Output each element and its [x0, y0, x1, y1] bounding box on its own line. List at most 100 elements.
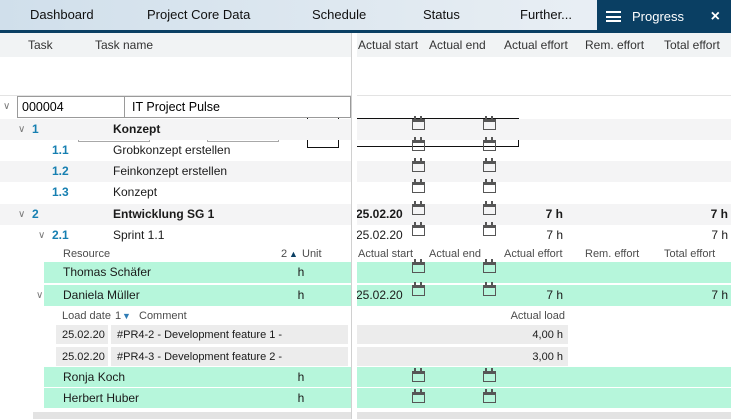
calendar-icon[interactable] [412, 368, 425, 382]
calendar-icon[interactable] [412, 201, 425, 215]
next-row-partial [33, 412, 731, 419]
task-number: 2.1 [52, 228, 69, 242]
project-id-input[interactable] [17, 96, 125, 118]
task-row[interactable]: ∨ 2 Entwicklung SG 1 25.02.20 7 h 7 h [0, 201, 731, 225]
chevron-down-icon[interactable]: ∨ [18, 124, 26, 135]
load-comment: #PR4-3 - Development feature 2 - [111, 347, 348, 366]
task-name: Konzept [113, 185, 158, 199]
resource-row[interactable]: Herbert Huber h [0, 388, 731, 408]
tab-schedule[interactable]: Schedule [312, 7, 367, 22]
calendar-icon[interactable] [483, 282, 496, 296]
task-row[interactable]: 1.3 Konzept [0, 179, 731, 203]
calendar-icon[interactable] [483, 179, 496, 193]
calendar-icon[interactable] [483, 368, 496, 382]
sort-order-number[interactable]: 2 [281, 248, 288, 260]
load-comment: #PR4-2 - Development feature 1 - [111, 325, 348, 344]
filter-bar: from to Adopt forecasts [0, 57, 731, 148]
close-icon[interactable]: × [710, 7, 720, 25]
calendar-icon[interactable] [483, 116, 496, 130]
chevron-down-icon[interactable]: ∨ [3, 101, 11, 112]
task-number: 2 [32, 207, 39, 221]
chevron-down-icon[interactable]: ∨ [38, 230, 46, 241]
tab-project-core-data[interactable]: Project Core Data [147, 7, 251, 22]
task-row[interactable]: ∨ 2.1 Sprint 1.1 25.02.20 7 h 7 h [0, 222, 731, 246]
calendar-icon[interactable] [412, 137, 425, 151]
chevron-down-icon[interactable]: ∨ [36, 290, 44, 301]
calendar-icon[interactable] [483, 201, 496, 215]
resource-row[interactable]: Thomas Schäfer h [0, 259, 731, 283]
task-row[interactable]: ∨ 1 Konzept [0, 116, 731, 140]
calendar-icon[interactable] [483, 137, 496, 151]
calendar-icon[interactable] [483, 259, 496, 273]
load-date: 25.02.20 [56, 325, 108, 344]
column-header: Task Task name Actual start Actual end A… [0, 33, 731, 58]
col-actual-effort: Actual effort [504, 248, 563, 260]
calendar-icon[interactable] [412, 259, 425, 273]
task-name: Feinkonzept erstellen [113, 164, 228, 178]
load-date-column-header[interactable]: Load date [62, 310, 111, 322]
total-effort-value: 7 h [710, 207, 728, 221]
col-actual-start: Actual start [358, 248, 414, 260]
actual-start-value: 25.02.20 [356, 228, 403, 242]
sort-descending-icon[interactable]: ▼ [122, 311, 131, 321]
resource-unit: h [297, 288, 305, 302]
resource-unit: h [297, 265, 305, 279]
tab-further[interactable]: Further... [520, 7, 573, 22]
task-number: 1.2 [52, 164, 69, 178]
col-rem-effort: Rem. effort [585, 248, 640, 260]
resource-column-header[interactable]: Resource [63, 248, 111, 260]
actual-load-value: 4,00 h [355, 325, 568, 344]
col-actual-start: Actual start [358, 38, 419, 52]
col-total-effort: Total effort [664, 38, 720, 52]
col-task-name: Task name [95, 38, 154, 52]
load-subtable-header: Load date 1 ▼ Comment Actual load [0, 307, 731, 325]
resource-subtable-header: Resource 2 ▲ Unit Actual start Actual en… [0, 246, 731, 262]
resource-name: Herbert Huber [63, 391, 140, 405]
task-row[interactable]: 1.2 Feinkonzept erstellen [0, 158, 731, 182]
resource-name: Ronja Koch [63, 370, 126, 384]
calendar-icon[interactable] [483, 389, 496, 403]
project-row[interactable]: ∨ [0, 96, 731, 118]
actual-start-value: 25.02.20 [356, 288, 403, 302]
calendar-icon[interactable] [412, 158, 425, 172]
project-name-input[interactable] [124, 96, 351, 118]
task-row[interactable]: 1.1 Grobkonzept erstellen [0, 137, 731, 161]
chevron-down-icon[interactable]: ∨ [18, 209, 26, 220]
comment-column-header[interactable]: Comment [139, 310, 187, 322]
tab-progress-label: Progress [632, 9, 685, 24]
calendar-icon[interactable] [483, 222, 496, 236]
load-date: 25.02.20 [56, 347, 108, 366]
unit-column-header[interactable]: Unit [302, 248, 322, 260]
load-row[interactable]: 25.02.20 #PR4-3 - Development feature 2 … [0, 347, 731, 368]
load-row[interactable]: 25.02.20 #PR4-2 - Development feature 1 … [0, 325, 731, 346]
task-name: Grobkonzept erstellen [113, 143, 231, 157]
tab-progress[interactable]: Progress × [597, 0, 731, 33]
task-number: 1.3 [52, 185, 69, 199]
calendar-icon[interactable] [412, 116, 425, 130]
task-name: Sprint 1.1 [113, 228, 165, 242]
tab-status[interactable]: Status [423, 7, 460, 22]
resource-name: Thomas Schäfer [63, 265, 152, 279]
sort-order-number[interactable]: 1 [115, 310, 122, 322]
task-name: Entwicklung SG 1 [113, 207, 215, 221]
calendar-icon[interactable] [412, 179, 425, 193]
task-number: 1.1 [52, 143, 69, 157]
tab-bar: Dashboard Project Core Data Schedule Sta… [0, 0, 731, 33]
pane-divider[interactable] [351, 33, 357, 419]
col-actual-end: Actual end [429, 248, 481, 260]
calendar-icon[interactable] [483, 158, 496, 172]
hamburger-menu-icon[interactable] [606, 11, 621, 22]
actual-load-value: 3,00 h [355, 347, 568, 366]
actual-effort-value: 7 h [546, 288, 563, 302]
resource-row[interactable]: Ronja Koch h [0, 367, 731, 387]
col-task: Task [28, 38, 53, 52]
actual-start-value: 25.02.20 [356, 207, 403, 221]
tab-dashboard[interactable]: Dashboard [30, 7, 94, 22]
calendar-icon[interactable] [412, 389, 425, 403]
resource-row[interactable]: ∨ Daniela Müller h 25.02.20 7 h 7 h [0, 282, 731, 306]
calendar-icon[interactable] [412, 222, 425, 236]
actual-effort-value: 7 h [545, 207, 563, 221]
sort-ascending-icon[interactable]: ▲ [289, 249, 298, 259]
resource-unit: h [297, 391, 305, 405]
calendar-icon[interactable] [412, 282, 425, 296]
